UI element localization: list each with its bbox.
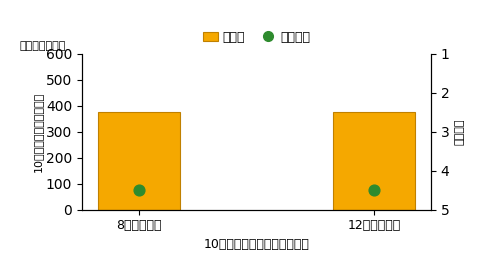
Bar — [333, 112, 415, 210]
X-axis label: 10アール当たりの基肥窒素量: 10アール当たりの基肥窒素量 — [204, 238, 309, 251]
Y-axis label: 外観品質: 外観品質 — [455, 119, 465, 145]
Text: （キログラム）: （キログラム） — [19, 41, 66, 51]
Point — [135, 188, 143, 192]
Point — [370, 188, 378, 192]
Y-axis label: 10アール当たりの子実重: 10アール当たりの子実重 — [33, 92, 43, 172]
Legend: 子実重, 外観品質: 子実重, 外観品質 — [198, 26, 315, 49]
Bar — [98, 112, 180, 210]
